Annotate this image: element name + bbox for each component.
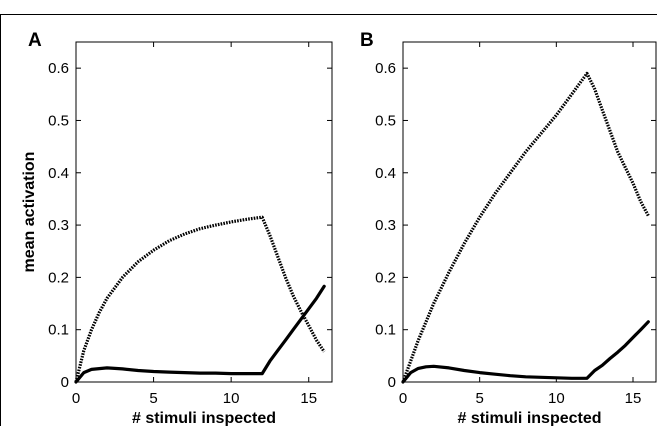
x-tick-label: 10 bbox=[223, 390, 240, 407]
y-tick-label: 0.2 bbox=[375, 269, 396, 286]
x-axis-title: # stimuli inspected bbox=[132, 410, 276, 426]
y-tick-label: 0.2 bbox=[48, 269, 69, 286]
y-tick-label: 0.3 bbox=[48, 217, 69, 234]
x-axis-title: # stimuli inspected bbox=[457, 410, 601, 426]
series-line-solid bbox=[74, 284, 326, 384]
series-line-dotted bbox=[401, 71, 650, 383]
x-tick-label: 5 bbox=[149, 390, 157, 407]
x-tick-label: 15 bbox=[300, 390, 317, 407]
y-tick-label: 0.5 bbox=[48, 112, 69, 129]
plot-area-A bbox=[75, 41, 333, 383]
figure-top-border bbox=[0, 14, 657, 15]
series-line-dotted bbox=[74, 215, 326, 383]
panel-label: B bbox=[360, 30, 374, 51]
x-tick-label: 0 bbox=[72, 390, 80, 407]
y-tick-label: 0.6 bbox=[48, 60, 69, 77]
y-tick-label: 0.6 bbox=[375, 60, 396, 77]
y-tick-label: 0.5 bbox=[375, 112, 396, 129]
y-tick-label: 0.1 bbox=[48, 322, 69, 339]
y-axis-title: mean activation bbox=[21, 152, 38, 273]
y-tick-label: 0 bbox=[388, 374, 396, 391]
x-tick-label: 15 bbox=[625, 390, 642, 407]
figure-left-border bbox=[0, 14, 1, 426]
x-tick-label: 10 bbox=[548, 390, 565, 407]
y-tick-label: 0.4 bbox=[48, 165, 69, 182]
y-tick-label: 0.1 bbox=[375, 322, 396, 339]
plot-area-B bbox=[402, 41, 657, 383]
series-line-solid bbox=[401, 320, 650, 384]
y-tick-label: 0 bbox=[61, 374, 69, 391]
y-tick-label: 0.4 bbox=[375, 165, 396, 182]
y-tick-label: 0.3 bbox=[375, 217, 396, 234]
x-tick-label: 5 bbox=[475, 390, 483, 407]
x-tick-label: 0 bbox=[399, 390, 407, 407]
panel-label: A bbox=[28, 30, 42, 51]
